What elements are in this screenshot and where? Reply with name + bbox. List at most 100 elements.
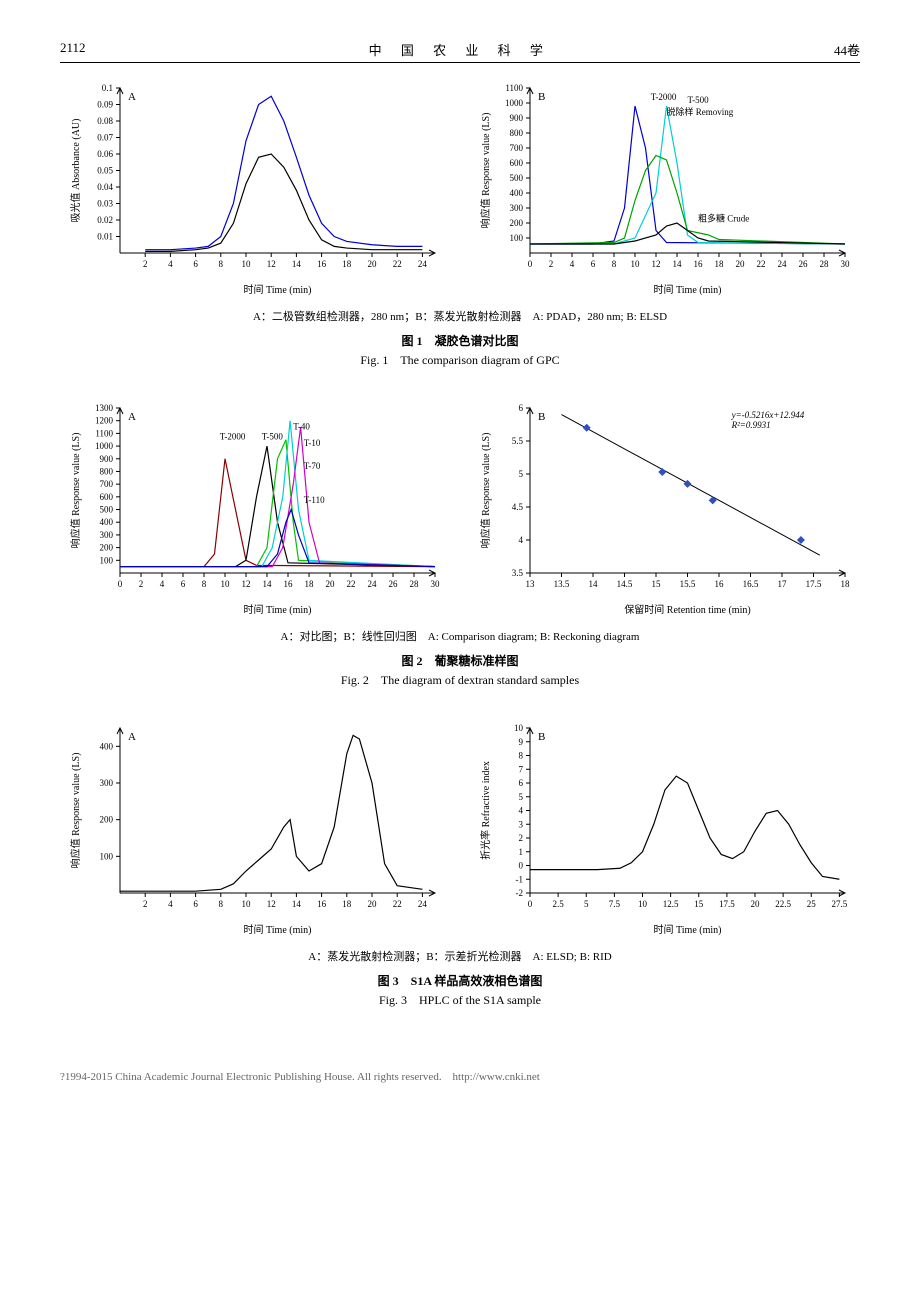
svg-text:200: 200	[510, 218, 524, 228]
svg-text:4: 4	[168, 259, 173, 269]
svg-text:200: 200	[100, 543, 114, 553]
page-header: 2112 中 国 农 业 科 学 44卷	[60, 40, 860, 63]
svg-text:300: 300	[100, 530, 114, 540]
svg-text:-2: -2	[516, 888, 524, 898]
svg-text:4: 4	[160, 579, 165, 589]
svg-text:18: 18	[305, 579, 315, 589]
figure-2: 0246810121416182022242628301002003004005…	[60, 398, 860, 688]
svg-text:B: B	[538, 731, 545, 743]
svg-text:T-110: T-110	[304, 495, 325, 505]
svg-text:400: 400	[100, 741, 114, 751]
svg-text:28: 28	[410, 579, 420, 589]
fig3-chart-a: 24681012141618202224100200300400时间 Time …	[60, 718, 450, 938]
svg-text:400: 400	[510, 188, 524, 198]
svg-text:12: 12	[267, 899, 276, 909]
svg-text:15: 15	[652, 579, 662, 589]
svg-text:1000: 1000	[505, 98, 524, 108]
svg-text:响应值 Response value (LS): 响应值 Response value (LS)	[479, 433, 492, 549]
svg-text:900: 900	[510, 113, 524, 123]
svg-text:T-2000: T-2000	[651, 92, 677, 102]
svg-text:24: 24	[778, 259, 788, 269]
fig3-title-en: Fig. 3 HPLC of the S1A sample	[60, 991, 860, 1008]
svg-text:26: 26	[389, 579, 399, 589]
svg-text:20: 20	[326, 579, 336, 589]
svg-text:15.5: 15.5	[680, 579, 696, 589]
svg-text:15: 15	[694, 899, 704, 909]
svg-text:6: 6	[193, 259, 198, 269]
svg-text:4: 4	[519, 806, 524, 816]
svg-text:10: 10	[514, 723, 524, 733]
svg-text:时间 Time (min): 时间 Time (min)	[244, 603, 312, 616]
svg-text:17: 17	[778, 579, 788, 589]
svg-text:10: 10	[631, 259, 641, 269]
svg-text:A: A	[128, 91, 136, 103]
svg-text:700: 700	[100, 479, 114, 489]
svg-text:20: 20	[368, 899, 378, 909]
svg-text:8: 8	[612, 259, 617, 269]
svg-text:13.5: 13.5	[554, 579, 570, 589]
svg-text:22: 22	[347, 579, 356, 589]
svg-text:响应值 Response value (LS): 响应值 Response value (LS)	[69, 433, 82, 549]
svg-text:30: 30	[841, 259, 851, 269]
svg-text:6: 6	[181, 579, 186, 589]
svg-text:800: 800	[510, 128, 524, 138]
svg-text:22: 22	[393, 899, 402, 909]
svg-text:100: 100	[510, 233, 524, 243]
figure-1: 246810121416182022240.010.020.030.040.05…	[60, 78, 860, 368]
svg-text:10: 10	[638, 899, 648, 909]
svg-text:响应值 Response value (LS): 响应值 Response value (LS)	[479, 113, 492, 229]
svg-text:200: 200	[100, 815, 114, 825]
svg-text:T-40: T-40	[293, 422, 310, 432]
svg-text:脱除样 Removing: 脱除样 Removing	[667, 106, 734, 117]
svg-text:14.5: 14.5	[617, 579, 633, 589]
svg-text:A: A	[128, 731, 136, 743]
svg-text:16.5: 16.5	[743, 579, 759, 589]
svg-text:7.5: 7.5	[609, 899, 621, 909]
svg-text:3.5: 3.5	[512, 568, 524, 578]
svg-text:时间 Time (min): 时间 Time (min)	[244, 283, 312, 296]
svg-text:4: 4	[519, 535, 524, 545]
svg-text:14: 14	[292, 899, 302, 909]
svg-text:600: 600	[510, 158, 524, 168]
svg-text:500: 500	[510, 173, 524, 183]
svg-text:25: 25	[807, 899, 817, 909]
svg-text:100: 100	[100, 555, 114, 565]
svg-text:18: 18	[715, 259, 725, 269]
svg-text:22.5: 22.5	[775, 899, 791, 909]
svg-text:4: 4	[570, 259, 575, 269]
svg-text:1300: 1300	[95, 403, 114, 413]
svg-text:2: 2	[143, 899, 148, 909]
svg-text:10: 10	[242, 899, 252, 909]
svg-text:16: 16	[694, 259, 704, 269]
svg-text:0.03: 0.03	[97, 199, 113, 209]
svg-text:0.06: 0.06	[97, 149, 113, 159]
svg-text:800: 800	[100, 466, 114, 476]
fig3-title-cn: 图 3 S1A 样品高效液相色谱图	[60, 972, 860, 989]
svg-text:0.02: 0.02	[97, 215, 113, 225]
svg-text:18: 18	[342, 259, 352, 269]
svg-text:14: 14	[263, 579, 273, 589]
svg-text:20: 20	[368, 259, 378, 269]
svg-text:0: 0	[118, 579, 123, 589]
svg-text:2.5: 2.5	[553, 899, 565, 909]
svg-text:2: 2	[139, 579, 144, 589]
svg-text:8: 8	[219, 259, 224, 269]
svg-text:1000: 1000	[95, 441, 114, 451]
svg-text:14: 14	[673, 259, 683, 269]
svg-text:16: 16	[317, 259, 327, 269]
svg-text:16: 16	[715, 579, 725, 589]
svg-text:0: 0	[519, 861, 524, 871]
svg-text:4: 4	[168, 899, 173, 909]
svg-text:24: 24	[418, 899, 428, 909]
svg-text:时间 Time (min): 时间 Time (min)	[654, 923, 722, 936]
svg-text:R²=0.9931: R²=0.9931	[731, 420, 771, 430]
page-number-left: 2112	[60, 40, 86, 59]
svg-text:5: 5	[584, 899, 589, 909]
svg-text:B: B	[538, 91, 545, 103]
svg-text:30: 30	[431, 579, 441, 589]
svg-text:500: 500	[100, 505, 114, 515]
svg-text:6: 6	[519, 403, 524, 413]
journal-title: 中 国 农 业 科 学	[369, 40, 551, 59]
svg-text:12: 12	[242, 579, 251, 589]
svg-text:2: 2	[549, 259, 554, 269]
